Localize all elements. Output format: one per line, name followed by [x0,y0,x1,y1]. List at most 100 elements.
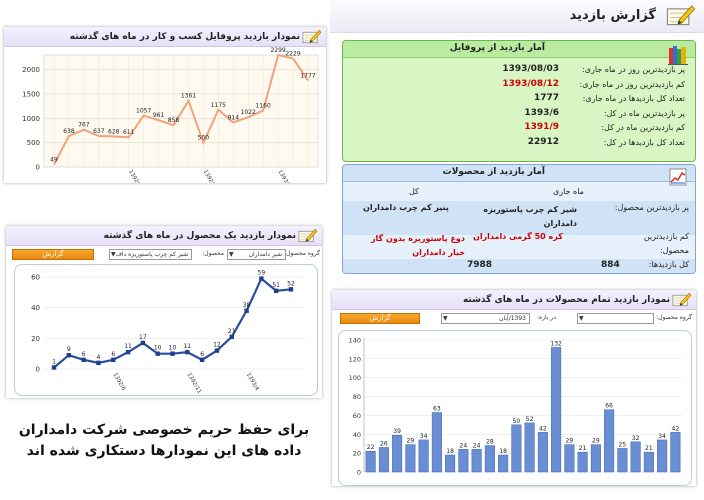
bar [458,449,469,473]
data-point [170,351,175,356]
chevron-down-icon: ▼ [579,315,584,322]
data-label: 25 [619,441,627,448]
data-point [229,334,234,340]
notice-line-1: برای حفظ حریم خصوصی شرکت دامداران [18,422,310,438]
group-select[interactable]: ▼ [577,313,654,324]
least-viewed-current: کره 50 گرمی دامداران [473,232,563,241]
product-chart-title: نمودار بازدید یک محصول در ماه های گذشته [103,231,296,241]
profile-stat-label: پر بازدیدترین روز در ماه جاری: [582,65,685,74]
profile-stats-title: آمار بازدید از پروفایل [449,43,545,53]
data-label: 18 [446,448,454,455]
product-stats-title: آمار بازدید از محصولات [442,167,545,177]
report-icon [666,5,696,26]
data-label: 500 [198,135,210,142]
data-label: 59 [258,270,266,277]
data-label: 34 [658,433,666,440]
data-label: 29 [566,438,574,445]
bar [405,444,416,473]
x-tick-label: 1393/4 [245,372,260,392]
bar [445,454,456,473]
profile-stat-label: کم بازدیدترین ماه در کل: [601,123,685,132]
profile-chart-title: نمودار بازدید پروفایل کسب و کار در ماه ه… [69,32,300,42]
period-label: در بازه: [536,314,556,321]
books-icon [668,46,688,65]
data-point [155,351,160,356]
y-tick-label: 20 [31,335,40,343]
bar [590,444,601,473]
chevron-down-icon: ▼ [443,315,448,322]
data-point [96,360,101,366]
report-button[interactable]: گزارش [12,249,94,260]
most-viewed-current: شیر کم چرب پاستوریزه دامداران [483,205,577,228]
data-label: 21 [228,328,236,335]
data-label: 1057 [136,108,151,115]
chevron-down-icon: ▼ [111,251,116,258]
group-label: گروه محصول: [284,250,320,257]
data-label: 6 [111,351,115,358]
product-chart-panel: نمودار بازدید یک محصول در ماه های گذشته … [6,226,322,398]
chart-edit-icon [672,292,692,307]
y-tick-label: 60 [31,274,40,282]
page-title: گزارش بازدید [569,8,656,23]
profile-stat-value: 1391/9 [524,122,559,132]
bar [657,439,668,473]
data-point [214,348,220,353]
data-label: 6 [82,351,86,358]
period-select[interactable]: 1393/آبان ▼ [441,313,530,324]
y-tick-label: 40 [353,431,361,439]
least-viewed-label-1: کم بازدیدترین [643,232,689,241]
data-label: 24 [460,442,468,449]
y-tick-label: 100 [349,374,361,382]
bar [537,432,548,473]
data-label: 638 [63,128,75,135]
least-viewed-total: دوغ پاستوریزه بدون گاز خیار دامداران [370,234,465,257]
all-products-visits-chart: 0 20 40 60 80 100 120 140 22 26 39 29 34 63 18 24 24 28 18… [349,336,682,477]
y-tick-label: 0 [357,469,361,477]
series-line [53,53,309,166]
y-tick-label: 140 [349,336,361,344]
y-tick-label: 40 [31,304,40,312]
bar [643,451,654,473]
all-products-chart-title: نمودار بازدید تمام محصولات در ماه های گذ… [462,295,670,305]
y-tick-label: 2000 [22,66,40,74]
data-label: 12 [213,342,221,349]
data-label: 628 [108,128,120,135]
profile-stat-value: 1777 [533,93,559,103]
x-tick-label: 1392/6 [112,372,127,392]
y-tick-label: 1000 [22,115,40,123]
data-label: 49 [50,157,58,164]
bar [617,448,628,473]
y-tick-label: 120 [349,355,361,363]
data-label: 6 [200,351,204,358]
profile-stat-value: 1393/08/12 [502,78,559,89]
data-label: 2299 [270,47,285,54]
col-current-header: ماه جاری [553,187,584,196]
data-label: 38 [243,302,251,309]
group-select[interactable]: شیر دامداران ▼ [227,249,286,260]
notice-line-2: داده های این نمودارها دستکاری شده اند [26,443,302,459]
data-point [259,276,264,281]
chart-icon [669,168,687,186]
x-tick-label: 1392/7 [127,169,142,183]
total-visits-current: 884 [601,260,620,270]
data-label: 42 [672,425,680,432]
y-tick-label: 80 [353,393,361,401]
bar [551,347,562,473]
profile-stat-label: تعداد کل بازدیدها در ماه جاری: [582,94,685,103]
data-label: 858 [168,117,180,124]
bar [365,450,376,473]
bar [418,439,429,473]
bar [564,444,575,473]
bar [630,441,641,473]
product-select[interactable]: شیر کم چرب پاستوریزه داف ▼ [109,249,192,260]
data-label: 52 [526,416,534,423]
report-button[interactable]: گزارش [340,313,420,324]
data-point [199,357,205,363]
data-point [244,308,249,313]
col-total-header: کل [409,187,419,196]
y-tick-label: 20 [353,450,361,458]
data-label: 32 [632,435,640,442]
data-label: 10 [154,345,162,352]
y-tick-label: 60 [353,412,361,420]
profile-stat-value: 1393/6 [524,107,559,118]
